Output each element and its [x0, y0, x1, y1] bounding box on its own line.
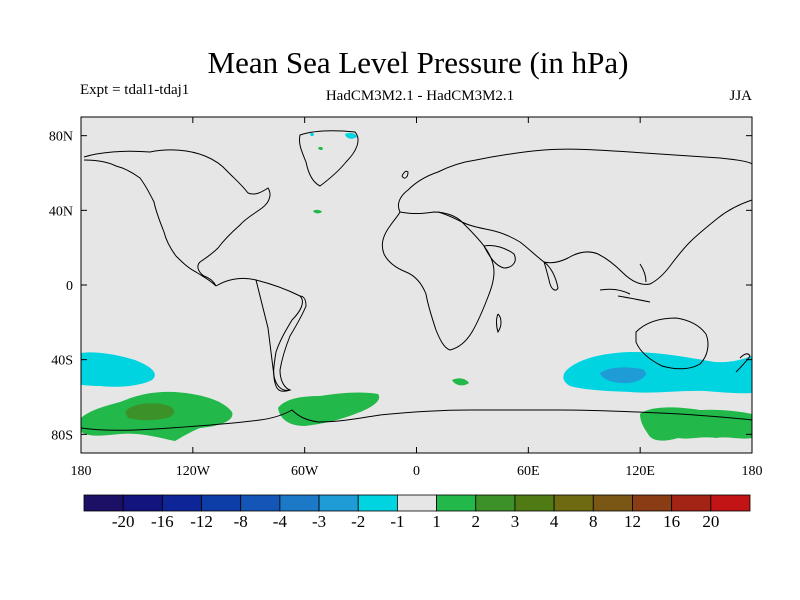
- colorbar-swatch: [279, 494, 320, 512]
- colorbar-label: -4: [273, 512, 288, 531]
- colorbar-swatch: [357, 494, 398, 512]
- season-label: JJA: [729, 88, 752, 104]
- positive-anomaly-arctic-small: [318, 146, 323, 151]
- x-tick-label: 120W: [176, 464, 211, 479]
- colorbar-swatch: [122, 494, 163, 512]
- x-tick-label: 60W: [291, 464, 319, 479]
- colorbar-label: -1: [390, 512, 404, 531]
- colorbar-swatch: [475, 494, 516, 512]
- positive-anomaly-atlantic-small: [313, 209, 322, 214]
- colorbar-label: 2: [472, 512, 481, 531]
- x-tick-label: 180: [71, 464, 92, 479]
- colorbar-label: -2: [351, 512, 365, 531]
- x-axis: 180 120W 60W 0 60E 120E 180: [71, 117, 763, 479]
- negative-anomaly-core: [600, 367, 646, 384]
- colorbar-label: -8: [234, 512, 248, 531]
- map-title: Mean Sea Level Pressure (in hPa): [207, 45, 629, 80]
- x-tick-label: 180: [742, 464, 763, 479]
- colorbar-swatch: [83, 494, 124, 512]
- colorbar-swatch: [397, 494, 437, 512]
- positive-anomaly-core: [125, 403, 175, 421]
- colorbar-label: 8: [589, 512, 598, 531]
- models-label: HadCM3M2.1 - HadCM3M2.1: [325, 88, 515, 104]
- negative-anomaly-southeast-pacific: [81, 352, 155, 387]
- colorbar-label: -3: [312, 512, 326, 531]
- colorbar-label: -16: [151, 512, 174, 531]
- negative-anomaly-arctic: [345, 133, 357, 139]
- y-axis: 80N 40N 0 40S 80S: [49, 130, 752, 443]
- colorbar-swatch: [201, 494, 242, 512]
- colorbar-label: 20: [702, 512, 719, 531]
- colorbar-label: 16: [663, 512, 680, 531]
- colorbar-swatch: [514, 494, 555, 512]
- x-tick-label: 60E: [517, 464, 540, 479]
- colorbar-label: 1: [432, 512, 441, 531]
- y-tick-label: 40S: [51, 354, 73, 369]
- y-tick-label: 80S: [51, 428, 73, 443]
- positive-anomaly-southindian: [452, 378, 469, 386]
- colorbar-label: -12: [190, 512, 213, 531]
- colorbar-swatch: [553, 494, 594, 512]
- colorbar-swatch: [592, 494, 633, 512]
- coastlines: [81, 130, 752, 431]
- y-tick-label: 80N: [49, 130, 73, 145]
- colorbar: -20 -16 -12 -8 -4 -3 -2 -1 1 2 3 4 8 12 16 20: [83, 494, 751, 531]
- y-tick-label: 40N: [49, 204, 73, 219]
- positive-anomaly-australia-south: [640, 407, 752, 441]
- x-tick-label: 120E: [625, 464, 655, 479]
- colorbar-label: 12: [624, 512, 641, 531]
- y-tick-label: 0: [66, 279, 73, 294]
- colorbar-swatch: [632, 494, 673, 512]
- colorbar-swatch: [240, 494, 281, 512]
- x-tick-label: 0: [413, 464, 420, 479]
- colorbar-swatch: [710, 494, 751, 512]
- colorbar-swatch: [436, 494, 477, 512]
- negative-anomaly-southindian: [563, 352, 752, 394]
- negative-anomaly-arctic-small: [310, 132, 314, 137]
- colorbar-label: 4: [550, 512, 559, 531]
- colorbar-label: -20: [112, 512, 135, 531]
- anomaly-shading: [81, 130, 752, 441]
- experiment-label: Expt = tdal1-tdaj1: [80, 82, 190, 98]
- colorbar-swatch: [161, 494, 202, 512]
- colorbar-swatch: [671, 494, 712, 512]
- colorbar-swatch: [318, 494, 359, 512]
- colorbar-label: 3: [511, 512, 520, 531]
